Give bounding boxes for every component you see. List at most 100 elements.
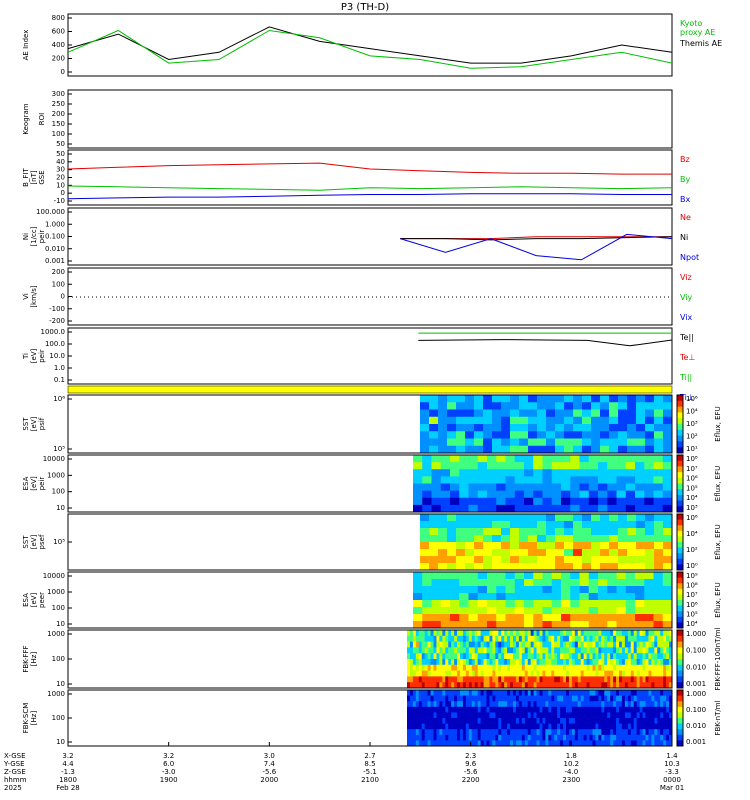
spectrogram-cell [422, 455, 432, 463]
spectrogram-cell [510, 712, 514, 719]
spectrogram-cell [489, 723, 493, 730]
colorbar-segment [677, 525, 683, 532]
spectrogram-cell [533, 647, 538, 654]
spectrogram-cell [515, 630, 520, 637]
spectrogram-cell [654, 409, 664, 418]
spectrogram-cell [431, 593, 442, 601]
spectrogram-cell [471, 701, 476, 708]
spectrogram-cell [573, 514, 583, 522]
spectrogram-cell [636, 723, 641, 730]
spectrogram-cell [616, 701, 620, 708]
y-tick-label: 1000 [47, 630, 65, 638]
spectrogram-cell [477, 455, 488, 463]
spectrogram-cell [577, 718, 582, 725]
spectrogram-cell [633, 701, 638, 708]
spectrogram-cell [445, 635, 449, 643]
spectrogram-cell [450, 469, 460, 477]
spectrogram-cell [487, 600, 497, 608]
spectrogram-cell [518, 690, 523, 697]
spectrogram-cell [557, 723, 561, 730]
spectrogram-cell [415, 718, 420, 725]
spectrogram-cell [527, 712, 532, 719]
spectrogram-cell [546, 445, 556, 454]
y-tick-label: 1000.0 [41, 328, 66, 336]
spectrogram-cell [560, 653, 564, 660]
spectrogram-cell [609, 409, 619, 418]
spectrogram-cell [627, 647, 632, 654]
spectrogram-cell [574, 635, 579, 643]
spectrogram-cell [409, 664, 414, 672]
spectrogram-cell [592, 682, 596, 689]
spectrogram-cell [507, 740, 511, 747]
spectrogram-cell [666, 690, 670, 697]
spectrogram-cell [579, 586, 590, 594]
spectrogram-cell [648, 706, 652, 713]
spectrogram-cell [474, 659, 479, 666]
spectrogram-cell [407, 670, 411, 677]
spectrogram-cell [430, 740, 434, 747]
spectrogram-cell [436, 729, 440, 736]
spectrogram-cell [551, 734, 555, 741]
x-tick-value: 2.3 [465, 752, 476, 760]
spectrogram-cell [537, 416, 547, 425]
spectrogram-cell [507, 718, 511, 725]
spectrogram-cell [471, 695, 476, 702]
spectrogram-cell [644, 504, 654, 513]
spectrogram-cell [412, 653, 417, 660]
spectrogram-cell [566, 630, 570, 637]
spectrogram-cell [456, 521, 466, 529]
y-axis-label: FBK-SCM [22, 703, 30, 734]
spectrogram-cell [524, 607, 534, 615]
spectrogram-cell [501, 734, 505, 741]
spectrogram-cell [583, 630, 588, 637]
spectrogram-cell [564, 514, 574, 522]
spectrogram-cell [524, 621, 534, 629]
spectrogram-cell [498, 712, 502, 719]
spectrogram-cell [636, 556, 646, 564]
y-tick-label: 0.001 [45, 257, 65, 265]
spectrogram-cell [548, 682, 552, 689]
spectrogram-cell [627, 563, 637, 571]
spectrogram-cell [457, 676, 461, 683]
spectrogram-cell [580, 740, 585, 747]
colorbar-segment [677, 605, 683, 612]
spectrogram-cell [486, 729, 490, 736]
spectrogram-cell [563, 706, 567, 713]
spectrogram-cell [492, 556, 502, 564]
spectrogram-cell [548, 635, 552, 643]
spectrogram-cell [610, 659, 614, 666]
spectrogram-cell [439, 653, 443, 660]
spectrogram-cell [483, 445, 493, 454]
spectrogram-cell [477, 647, 482, 654]
spectrogram-cell [504, 653, 508, 660]
spectrogram-cell [633, 729, 638, 736]
spectrogram-cell [521, 712, 526, 719]
spectrogram-cell [457, 695, 461, 702]
spectrogram-cell [420, 556, 430, 564]
spectrogram-cell [465, 438, 475, 447]
spectrogram-cell [427, 740, 432, 747]
spectrogram-cell [430, 635, 434, 643]
spectrogram-cell [571, 630, 576, 637]
spectrogram-cell [486, 706, 490, 713]
spectrogram-cell [542, 718, 546, 725]
spectrogram-cell [454, 690, 458, 697]
spectrogram-cell [598, 579, 608, 587]
spectrogram-cell [624, 740, 629, 747]
spectrogram-cell [619, 740, 623, 747]
spectrogram-cell [514, 490, 525, 499]
spectrogram-cell [528, 445, 538, 454]
spectrogram-cell [528, 514, 538, 522]
spectrogram-cell [570, 469, 580, 477]
spectrogram-cell [579, 462, 590, 470]
spectrogram-cell [507, 653, 511, 660]
spectrogram-cell [456, 445, 466, 454]
panel-frame [67, 149, 673, 206]
spectrogram-cell [654, 690, 658, 697]
spectrogram-cell [645, 630, 649, 637]
spectrogram-cell [528, 438, 538, 447]
spectrogram-cell [625, 455, 636, 463]
spectrogram-cell [474, 647, 479, 654]
spectrogram-cell [554, 740, 558, 747]
spectrogram-cell [495, 695, 499, 702]
